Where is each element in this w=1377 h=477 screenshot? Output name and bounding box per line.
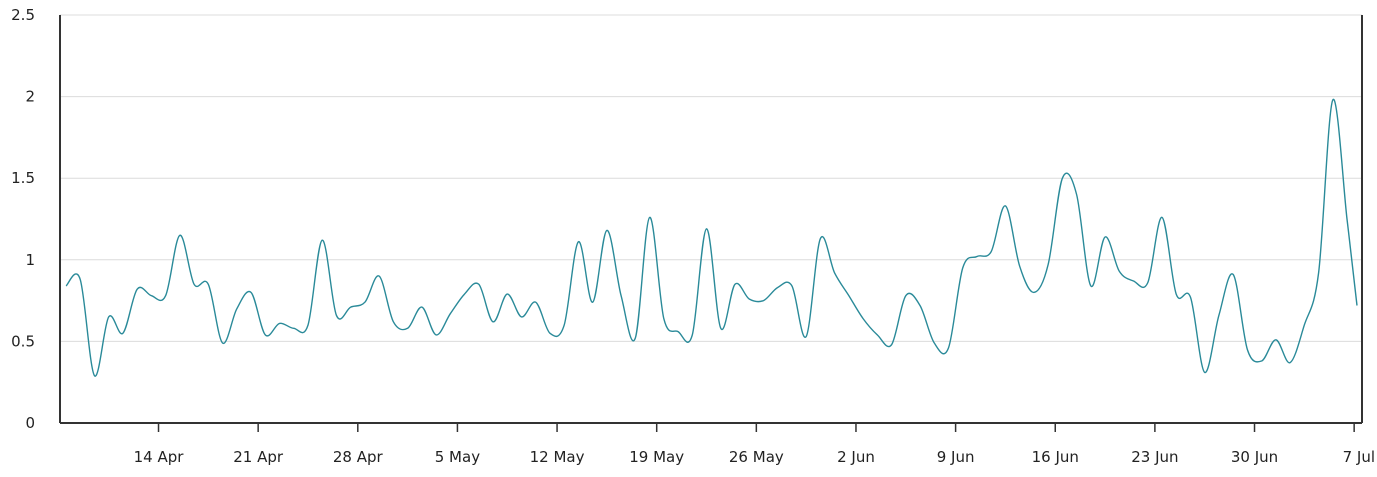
- x-axis: 14 Apr 21 Apr 28 Apr 5 May 12 May 19 May 26 Ma…: [134, 423, 1375, 466]
- y-tick-label: 2: [25, 88, 35, 106]
- y-tick-label: 1.5: [11, 169, 35, 187]
- y-tick-label: 1: [25, 251, 35, 269]
- y-axis-labels: 0 0.5 1 1.5 2 2.5: [11, 6, 35, 432]
- x-tick-label: 26 May: [729, 448, 784, 466]
- x-tick-label: 23 Jun: [1131, 448, 1178, 466]
- x-tick-label: 19 May: [629, 448, 684, 466]
- x-tick-label: 7 Jul: [1343, 448, 1375, 466]
- x-tick-label: 12 May: [530, 448, 585, 466]
- x-tick-label: 5 May: [435, 448, 480, 466]
- x-tick-label: 28 Apr: [333, 448, 384, 466]
- series-line: [65, 98, 1358, 377]
- y-tick-label: 0.5: [11, 332, 35, 350]
- x-tick-label: 21 Apr: [233, 448, 284, 466]
- gridlines: [60, 14, 1362, 342]
- x-tick-label: 2 Jun: [837, 448, 875, 466]
- x-tick-label: 30 Jun: [1231, 448, 1278, 466]
- x-tick-label: 9 Jun: [937, 448, 975, 466]
- x-tick-label: 16 Jun: [1032, 448, 1079, 466]
- x-tick-label: 14 Apr: [134, 448, 185, 466]
- y-tick-label: 2.5: [11, 6, 35, 24]
- y-tick-label: 0: [25, 414, 35, 432]
